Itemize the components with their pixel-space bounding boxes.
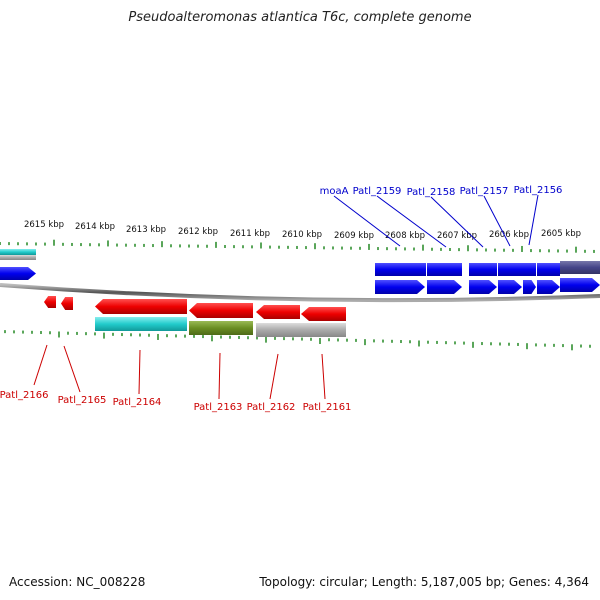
leader-line bbox=[333, 195, 401, 247]
leader-line bbox=[138, 349, 141, 395]
gene-arrow bbox=[61, 297, 73, 310]
feature-box bbox=[0, 255, 36, 260]
gene-arrow bbox=[301, 307, 346, 321]
gene-label: Patl_2156 bbox=[514, 185, 563, 196]
feature-box bbox=[375, 263, 426, 276]
gene-arrow bbox=[560, 278, 600, 292]
gene-arrow bbox=[95, 299, 187, 314]
gene-arrow bbox=[0, 267, 36, 280]
feature-box bbox=[427, 263, 462, 276]
gene-arrow bbox=[537, 280, 560, 294]
feature-box bbox=[256, 323, 346, 337]
accession-text: Accession: NC_008228 bbox=[9, 575, 146, 589]
genome-backbone bbox=[0, 283, 600, 303]
leader-line bbox=[321, 353, 326, 400]
gene-label: Patl_2162 bbox=[247, 402, 296, 413]
gene-arrow bbox=[256, 305, 300, 319]
leader-line bbox=[430, 196, 484, 248]
feature-box bbox=[469, 263, 497, 276]
gene-arrow bbox=[498, 280, 522, 294]
scale-label: 2607 kbp bbox=[437, 231, 477, 241]
gene-label: Patl_2166 bbox=[0, 390, 48, 401]
leader-line bbox=[269, 353, 279, 400]
gene-label: Patl_2163 bbox=[194, 402, 243, 413]
scale-label: 2615 kbp bbox=[24, 220, 64, 230]
gene-label: Patl_2157 bbox=[460, 186, 509, 197]
gene-arrow bbox=[427, 280, 462, 294]
scale-label: 2608 kbp bbox=[385, 231, 425, 241]
scale-label: 2614 kbp bbox=[75, 222, 115, 232]
genome-title: Pseudoalteromonas atlantica T6c, complet… bbox=[128, 10, 472, 25]
feature-box bbox=[95, 317, 187, 331]
feature-box bbox=[537, 263, 560, 276]
gene-label: Patl_2165 bbox=[58, 395, 107, 406]
gene-arrow bbox=[375, 280, 425, 294]
gene-label: Patl_2164 bbox=[113, 397, 162, 408]
leader-line bbox=[33, 344, 48, 386]
scale-labels: 2615 kbp 2614 kbp 2613 kbp 2612 kbp 2611 kbp… bbox=[24, 220, 581, 241]
scale-label: 2606 kbp bbox=[489, 230, 529, 240]
leader-line bbox=[218, 352, 221, 400]
scale-label: 2611 kbp bbox=[230, 229, 270, 239]
feature-box bbox=[560, 261, 600, 274]
gene-labels: moaA Patl_2159 Patl_2158 Patl_2157 Patl_2156… bbox=[0, 185, 562, 413]
gene-label: Patl_2158 bbox=[407, 187, 456, 198]
leader-line bbox=[483, 195, 511, 247]
gene-arrow bbox=[523, 280, 536, 294]
scale-label: 2610 kbp bbox=[282, 230, 322, 240]
feature-box bbox=[498, 263, 536, 276]
gene-arrow bbox=[469, 280, 497, 294]
leader-line bbox=[528, 194, 539, 246]
scale-label: 2612 kbp bbox=[178, 227, 218, 237]
gene-features bbox=[0, 249, 600, 337]
feature-box bbox=[189, 321, 253, 335]
gene-label: Patl_2161 bbox=[303, 402, 352, 413]
topology-text: Topology: circular; Length: 5,187,005 bp… bbox=[259, 575, 589, 589]
tick-marks bbox=[0, 239, 595, 351]
leader-line bbox=[63, 345, 81, 393]
gene-label: Patl_2159 bbox=[353, 186, 402, 197]
scale-label: 2609 kbp bbox=[334, 231, 374, 241]
gene-arrow bbox=[189, 303, 253, 318]
feature-box bbox=[0, 249, 36, 255]
scale-label: 2605 kbp bbox=[541, 229, 581, 239]
leader-line bbox=[376, 195, 447, 248]
gene-label: moaA bbox=[320, 186, 349, 197]
scale-label: 2613 kbp bbox=[126, 225, 166, 235]
gene-arrow bbox=[44, 296, 56, 308]
